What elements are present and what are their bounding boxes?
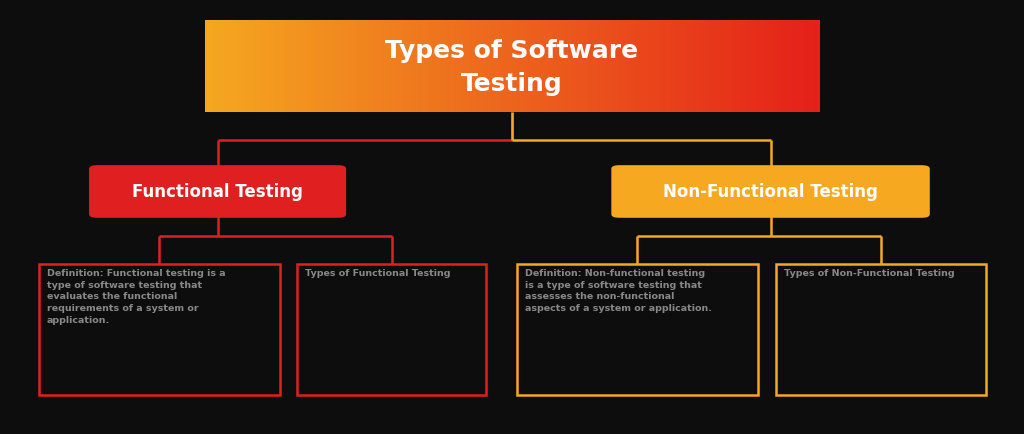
Bar [517,265,758,395]
Bar [39,265,280,395]
Text: Types of Software
Testing: Types of Software Testing [385,39,639,96]
Text: Non-Functional Testing: Non-Functional Testing [664,183,878,201]
Text: Types of Functional Testing: Types of Functional Testing [305,268,451,277]
Text: Functional Testing: Functional Testing [132,183,303,201]
FancyBboxPatch shape [89,166,346,218]
Text: Definition: Functional testing is a
type of software testing that
evaluates the : Definition: Functional testing is a type… [47,268,225,324]
Bar [297,265,486,395]
Text: Types of Non-Functional Testing: Types of Non-Functional Testing [784,268,955,277]
FancyBboxPatch shape [611,166,930,218]
Text: Definition: Non-functional testing
is a type of software testing that
assesses t: Definition: Non-functional testing is a … [525,268,713,312]
Bar [776,265,986,395]
